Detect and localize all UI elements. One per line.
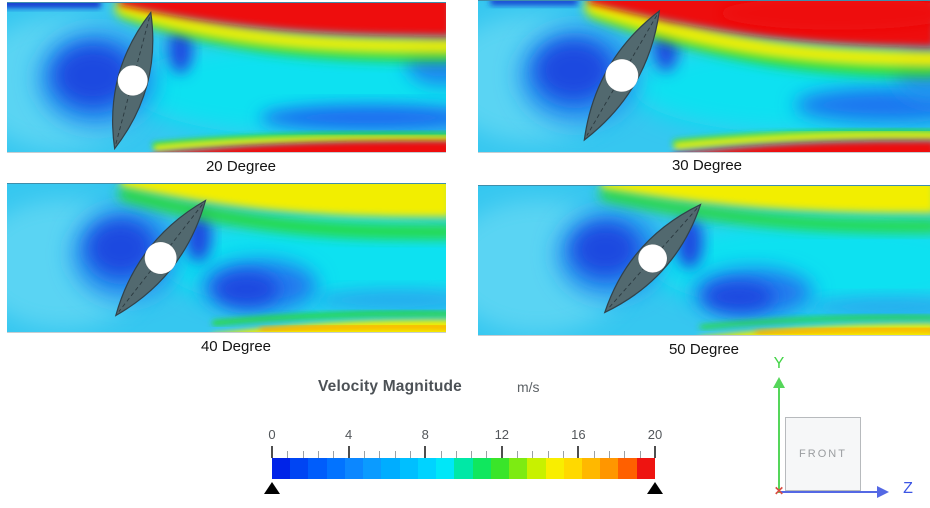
y-axis-arrow-icon <box>773 377 785 388</box>
colorbar-gradient <box>272 458 655 479</box>
colorbar-segment <box>290 458 309 479</box>
colorbar-tick <box>500 446 503 458</box>
legend-units: m/s <box>517 379 540 395</box>
z-axis-label: Z <box>903 480 913 497</box>
panel-title-20deg: 20 Degree <box>205 158 277 175</box>
colorbar-tick <box>379 451 381 458</box>
colorbar-segment <box>417 458 437 479</box>
colorbar-segment <box>363 458 382 479</box>
colorbar-segment <box>344 458 364 479</box>
colorbar-segment <box>272 458 291 479</box>
colorbar-tick <box>317 451 319 458</box>
colorbar-tick-label: 16 <box>571 427 586 442</box>
colorbar-tick <box>302 451 304 458</box>
colorbar-tick <box>440 451 442 458</box>
velocity-colorbar: 0 4 8 12 16 20 <box>264 427 663 495</box>
colorbar-tick <box>609 451 611 458</box>
colorbar-tick <box>455 451 457 458</box>
colorbar-tick <box>271 446 273 458</box>
colorbar-tick <box>624 451 626 458</box>
colorbar-ticks <box>271 445 656 458</box>
colorbar-tick <box>639 451 641 458</box>
colorbar-tick-labels: 0 4 8 12 16 20 <box>268 427 662 443</box>
colorbar-segment <box>326 458 345 479</box>
colorbar-tick <box>563 451 565 458</box>
colorbar-tick <box>577 446 580 458</box>
y-axis-line <box>778 387 780 493</box>
colorbar-tick <box>333 451 335 458</box>
z-axis-line <box>780 491 880 493</box>
colorbar-tick-label: 4 <box>344 427 353 442</box>
colorbar-segment <box>436 458 455 479</box>
colorbar-tick-label: 8 <box>421 427 429 442</box>
colorbar-tick <box>347 446 350 458</box>
view-orientation-cube: FRONT <box>785 417 861 491</box>
colorbar-segment <box>490 458 510 479</box>
colorbar-tick-label: 12 <box>494 427 510 442</box>
colorbar-tick <box>409 451 411 458</box>
colorbar-tick <box>593 451 595 458</box>
range-max-marker-icon <box>647 482 663 494</box>
contour-panel-30deg <box>478 0 930 153</box>
contour-panel-50deg <box>478 185 930 336</box>
colorbar-tick <box>517 451 519 458</box>
panel-title-40deg: 40 Degree <box>200 338 272 355</box>
colorbar-segment <box>618 458 637 479</box>
colorbar-segment <box>454 458 473 479</box>
contour-panel-40deg <box>7 183 446 333</box>
colorbar-segment <box>399 458 418 479</box>
colorbar-segment <box>509 458 528 479</box>
colorbar-segment <box>545 458 564 479</box>
legend-title: Velocity Magnitude <box>318 378 462 395</box>
colorbar-segment <box>581 458 601 479</box>
colorbar-segment <box>527 458 546 479</box>
colorbar-segment <box>308 458 327 479</box>
colorbar-tick <box>363 451 365 458</box>
colorbar-tick-label: 20 <box>647 427 663 442</box>
panel-title-50deg: 50 Degree <box>668 341 740 358</box>
colorbar-segment <box>636 458 655 479</box>
colorbar-tick <box>532 451 534 458</box>
colorbar-tick <box>394 451 396 458</box>
colorbar-segment <box>600 458 619 479</box>
colorbar-segment <box>563 458 582 479</box>
colorbar-segment <box>472 458 491 479</box>
panel-title-30deg: 30 Degree <box>671 157 743 174</box>
colorbar-tick <box>654 446 656 458</box>
contour-panel-20deg <box>7 2 446 153</box>
colorbar-segment <box>381 458 400 479</box>
y-axis-label: Y <box>773 355 785 372</box>
range-min-marker-icon <box>264 482 280 494</box>
colorbar-tick <box>471 451 473 458</box>
x-axis-marker-icon: ✕ <box>773 484 785 498</box>
colorbar-tick <box>424 446 427 458</box>
colorbar-tick-label: 0 <box>268 427 276 442</box>
colorbar-tick <box>547 451 549 458</box>
colorbar-tick <box>287 451 289 458</box>
z-axis-arrow-icon <box>877 486 889 498</box>
colorbar-tick <box>486 451 488 458</box>
front-face-label: FRONT <box>799 448 847 460</box>
